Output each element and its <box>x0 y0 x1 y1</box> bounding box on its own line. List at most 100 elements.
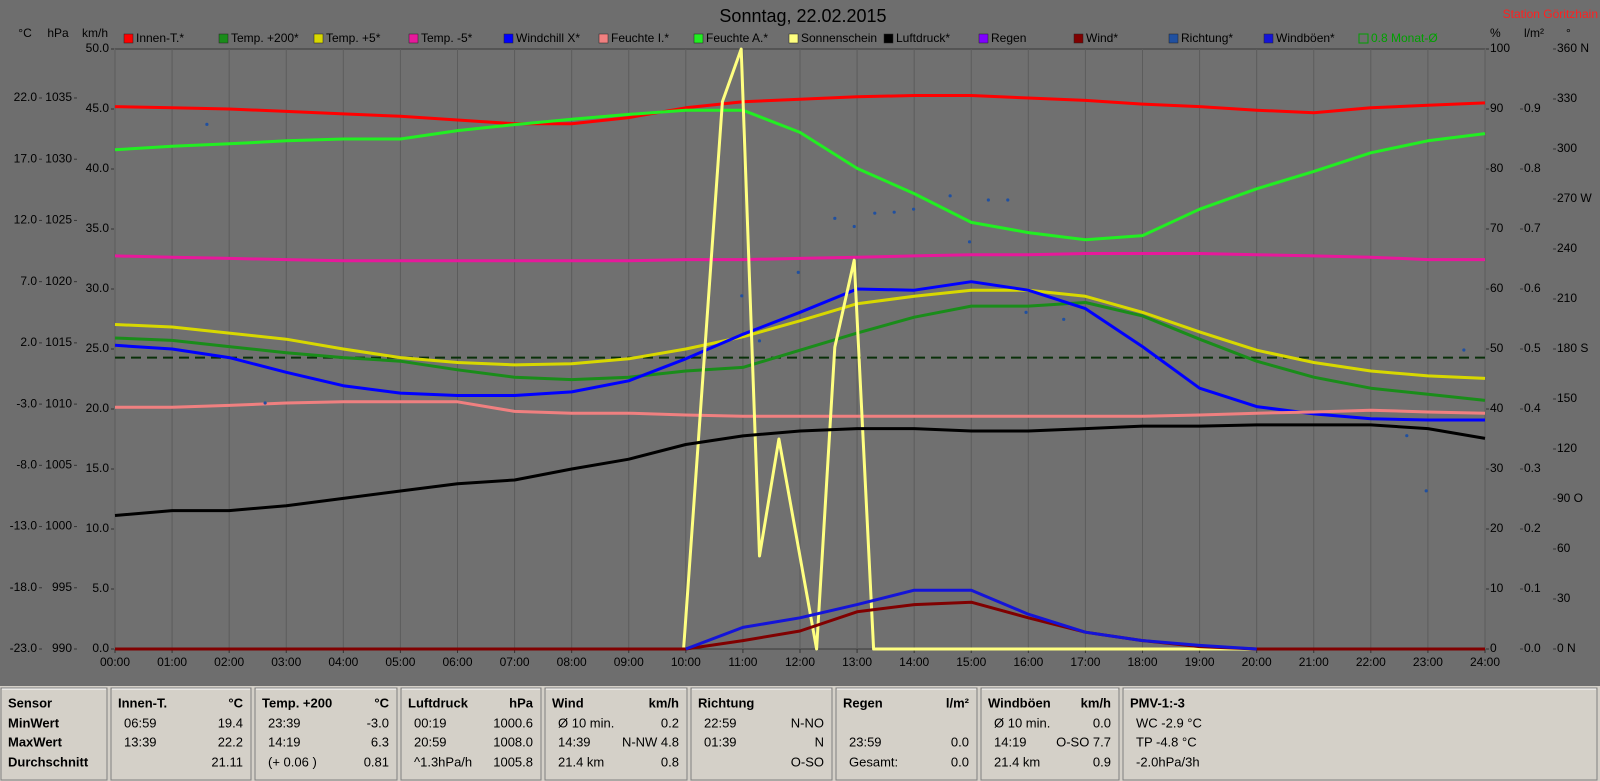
cell-left: TP -4.8 °C <box>1136 734 1197 749</box>
y-tick-label: 995 <box>52 580 72 594</box>
cell-left: Ø 10 min. <box>558 715 614 730</box>
y-tick-label: -23.0 <box>10 641 38 655</box>
y-tick-label: 0.5 <box>1524 341 1541 355</box>
y-tick-label: 20 <box>1490 521 1504 535</box>
panel-header: PMV-1:-3 <box>1130 695 1185 710</box>
cell-right: 6.3 <box>371 734 389 749</box>
y-tick-label: 30.0 <box>86 281 110 295</box>
axis-unit: °C <box>18 26 32 40</box>
stats-panel <box>690 687 833 781</box>
y-tick-label: 20.0 <box>86 401 110 415</box>
y-tick-label: 0.9 <box>1524 101 1541 115</box>
y-tick-label: 100 <box>1490 41 1510 55</box>
panel-header: Sensor <box>8 695 52 710</box>
y-tick-label: 40 <box>1490 401 1504 415</box>
panel-header: Windböen <box>988 695 1051 710</box>
y-tick-label: 90 <box>1490 101 1504 115</box>
panel-header: Innen-T. <box>118 695 167 710</box>
cell-left: 22:59 <box>704 715 737 730</box>
cell-left: 00:19 <box>414 715 447 730</box>
axis-unit: l/m² <box>1524 26 1544 40</box>
axis-unit: % <box>1490 26 1501 40</box>
stats-panel <box>1122 687 1598 781</box>
cell-right: 0.9 <box>1093 754 1111 769</box>
cell-left: 23:39 <box>268 715 301 730</box>
legend-swatch <box>788 33 799 44</box>
y-tick-label: 270 W <box>1557 191 1592 205</box>
legend-label: Temp. +200* <box>231 31 299 45</box>
y-tick-label: 30 <box>1557 591 1571 605</box>
y-tick-label: 5.0 <box>92 581 109 595</box>
cell-left: 01:39 <box>704 734 737 749</box>
legend-label: Sonnenschein <box>801 31 877 45</box>
axis-unit: km/h <box>82 26 108 40</box>
x-tick-label: 14:00 <box>899 655 929 669</box>
legend-label: Richtung* <box>1181 31 1233 45</box>
cell-right: N-NO <box>791 715 824 730</box>
panel-header: Luftdruck <box>408 695 469 710</box>
panel-unit: km/h <box>649 695 679 710</box>
cell-right: 0.0 <box>951 734 969 749</box>
direction-point <box>967 240 972 244</box>
cell-right: O-SO <box>791 754 824 769</box>
legend-label: Temp. -5* <box>421 31 473 45</box>
stats-panel <box>835 687 978 781</box>
x-tick-label: 18:00 <box>1127 655 1157 669</box>
y-tick-label: 70 <box>1490 221 1504 235</box>
direction-point <box>873 211 877 215</box>
x-tick-label: 17:00 <box>1070 655 1100 669</box>
panel-header: Regen <box>843 695 883 710</box>
cell-left: Gesamt: <box>849 754 898 769</box>
stats-panel <box>544 687 688 781</box>
x-tick-label: 09:00 <box>614 655 644 669</box>
series-line <box>114 280 1485 422</box>
cell-left: 14:39 <box>558 734 591 749</box>
y-tick-label: 10.0 <box>86 521 110 535</box>
direction-point <box>986 198 990 202</box>
y-tick-label: 1015 <box>45 335 72 349</box>
y-tick-label: 0.0 <box>1524 641 1541 655</box>
y-tick-label: 2.0 <box>20 335 37 349</box>
legend-swatch <box>218 33 229 44</box>
direction-point <box>263 401 267 405</box>
cell-left: MinWert <box>8 715 60 730</box>
direction-point <box>911 207 916 211</box>
cell-left: -2.0hPa/3h <box>1136 754 1200 769</box>
y-tick-label: 1030 <box>45 151 72 165</box>
x-tick-label: 04:00 <box>328 655 358 669</box>
legend-swatch <box>883 33 894 44</box>
cell-right: 0.8 <box>661 754 679 769</box>
cell-left: 21.4 km <box>994 754 1040 769</box>
legend-swatch <box>598 33 609 44</box>
cell-left: 21.4 km <box>558 754 604 769</box>
legend-swatch <box>978 33 989 44</box>
x-tick-label: 24:00 <box>1470 655 1500 669</box>
y-tick-label: 25.0 <box>86 341 110 355</box>
x-tick-label: 13:00 <box>842 655 872 669</box>
x-tick-label: 08:00 <box>557 655 587 669</box>
y-tick-label: 0.6 <box>1524 281 1541 295</box>
series-line <box>114 423 1486 517</box>
y-tick-label: -13.0 <box>10 519 38 533</box>
y-tick-label: 210 <box>1557 291 1577 305</box>
legend-label: Innen-T.* <box>136 31 184 45</box>
y-tick-label: 990 <box>52 641 72 655</box>
x-tick-label: 00:00 <box>100 655 130 669</box>
x-tick-label: 21:00 <box>1299 655 1329 669</box>
legend-swatch <box>1073 33 1084 44</box>
y-tick-label: 60 <box>1557 541 1571 555</box>
cell-left: Durchschnitt <box>8 754 89 769</box>
direction-point <box>852 224 856 229</box>
legend-label: Regen <box>991 31 1026 45</box>
x-tick-label: 22:00 <box>1356 655 1386 669</box>
cell-right: 21.11 <box>211 754 243 769</box>
y-tick-label: -8.0 <box>16 457 37 471</box>
cell-right: N-NW 4.8 <box>622 734 679 749</box>
series-line <box>115 400 1486 418</box>
y-tick-label: 0.3 <box>1524 461 1541 475</box>
cell-left: Ø 10 min. <box>994 715 1050 730</box>
series-line <box>114 301 1486 402</box>
y-tick-label: 0.7 <box>1524 221 1541 235</box>
